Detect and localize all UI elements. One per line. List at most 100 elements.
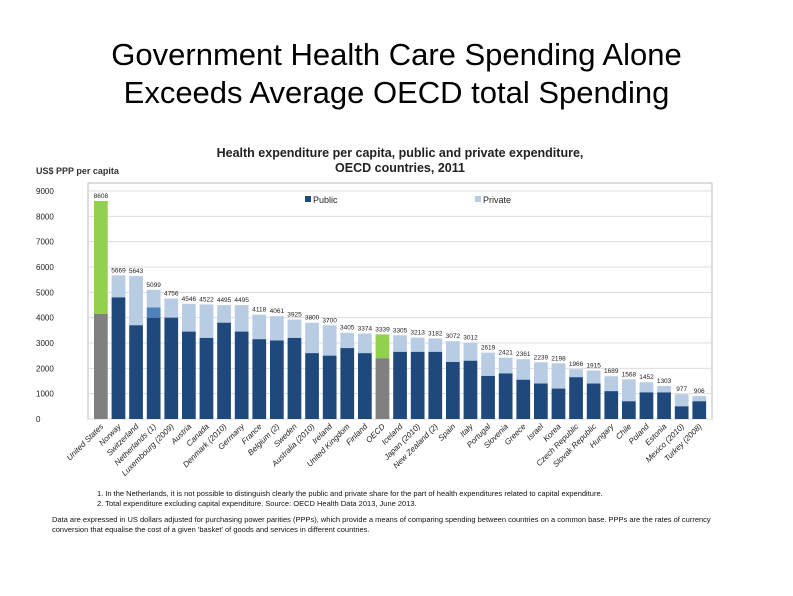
legend-swatch-private xyxy=(475,196,481,202)
bar-private xyxy=(463,342,478,361)
bar-public xyxy=(428,351,443,419)
bar-public xyxy=(94,313,108,419)
bar-public xyxy=(111,297,126,419)
bar-public xyxy=(129,325,143,419)
bar-public xyxy=(164,317,179,419)
y-tick-label: 3000 xyxy=(36,339,54,348)
bar-private xyxy=(428,338,443,352)
data-label: 4756 xyxy=(164,291,179,298)
data-label: 3012 xyxy=(463,335,478,342)
bar-public xyxy=(534,383,548,419)
bar-public xyxy=(305,353,319,419)
bar-private xyxy=(534,362,548,384)
bar-unallocated xyxy=(146,307,161,318)
y-axis-label: US$ PPP per capita xyxy=(36,166,119,176)
bar-public xyxy=(182,331,196,419)
data-label: 4546 xyxy=(182,296,197,303)
data-label: 1452 xyxy=(639,374,654,381)
chart-title-line-2: OECD countries, 2011 xyxy=(335,161,465,175)
bar-private xyxy=(182,303,196,332)
bar-private xyxy=(375,334,390,359)
bar-private xyxy=(305,322,319,354)
data-label: 3339 xyxy=(375,326,390,333)
data-label: 3213 xyxy=(410,330,425,337)
bar-private xyxy=(674,394,689,407)
bar-chart: 0 1000 2000 3000 4000 5000 6000 7000 8000 9000 Pub… xyxy=(36,182,713,478)
bar-private xyxy=(252,314,267,340)
bar-public xyxy=(393,351,407,419)
data-label: 4061 xyxy=(270,308,285,315)
bar-private xyxy=(604,376,619,392)
bar-public xyxy=(498,373,513,419)
legend-swatch-public xyxy=(305,196,311,202)
bar-public xyxy=(586,383,601,419)
y-tick-label: 5000 xyxy=(36,288,54,297)
bar-public xyxy=(657,392,671,419)
bar-private xyxy=(393,335,407,352)
data-label: 4522 xyxy=(199,296,214,303)
data-label: 5643 xyxy=(129,268,144,275)
bar-private xyxy=(622,379,636,402)
chart-title-line-1: Health expenditure per capita, public an… xyxy=(216,146,584,160)
data-label: 977 xyxy=(676,386,687,393)
data-label: 3072 xyxy=(446,333,461,340)
bar-private xyxy=(692,396,707,402)
y-tick-label: 8000 xyxy=(36,212,54,221)
bar-public xyxy=(217,322,231,419)
footnote-2: 2. Total expenditure excluding capital e… xyxy=(97,499,417,508)
data-label: 8608 xyxy=(94,193,109,200)
bar-private xyxy=(639,382,654,393)
bar-public xyxy=(270,340,284,419)
bar-public xyxy=(234,331,249,419)
y-tick-label: 4000 xyxy=(36,314,54,323)
bar-public xyxy=(516,379,531,419)
bar-private xyxy=(111,275,126,298)
data-label: 906 xyxy=(694,388,705,395)
data-label: 1689 xyxy=(604,368,619,375)
legend-label-private: Private xyxy=(483,195,511,205)
bar-private xyxy=(199,304,214,338)
y-tick-label: 2000 xyxy=(36,364,54,373)
bar-public xyxy=(639,392,654,419)
data-label: 1966 xyxy=(569,361,584,368)
y-tick-label: 6000 xyxy=(36,263,54,272)
bar-private xyxy=(94,200,108,314)
bar-private xyxy=(498,357,513,374)
data-label: 2619 xyxy=(481,345,496,352)
bar-public xyxy=(674,406,689,419)
x-tick-label: Spain xyxy=(436,422,457,443)
y-tick-label: 1000 xyxy=(36,390,54,399)
bar-private xyxy=(410,337,425,352)
bar-public xyxy=(410,351,425,419)
footnote-1: 1. In the Netherlands, it is not possibl… xyxy=(97,489,603,498)
bar-public xyxy=(463,360,478,419)
bar-public xyxy=(375,358,390,419)
data-label: 3800 xyxy=(305,315,320,322)
data-label: 1303 xyxy=(657,378,672,385)
bar-private xyxy=(358,333,372,354)
data-label: 5099 xyxy=(146,282,161,289)
data-label: 2361 xyxy=(516,351,531,358)
bar-private xyxy=(516,359,531,380)
bar-public xyxy=(604,391,619,419)
data-label: 3182 xyxy=(428,330,443,337)
bar-public xyxy=(199,337,214,419)
data-label: 3374 xyxy=(358,326,373,333)
y-tick-label: 0 xyxy=(36,415,41,424)
data-label: 5669 xyxy=(111,267,126,274)
bar-public xyxy=(481,375,495,419)
data-label: 4118 xyxy=(252,307,266,314)
data-label: 4495 xyxy=(234,297,249,304)
bar-public xyxy=(322,355,337,419)
bar-private xyxy=(270,316,284,341)
bar-private xyxy=(234,305,249,332)
bar-public xyxy=(551,388,566,419)
title-line-2: Exceeds Average OECD total Spending xyxy=(123,75,670,110)
bar-private xyxy=(217,305,231,323)
data-label: 1915 xyxy=(586,362,601,369)
bar-private xyxy=(446,341,460,362)
data-label: 3700 xyxy=(322,317,337,324)
bar-private xyxy=(164,298,179,318)
bar-private xyxy=(129,276,143,326)
bar-private xyxy=(322,325,337,356)
